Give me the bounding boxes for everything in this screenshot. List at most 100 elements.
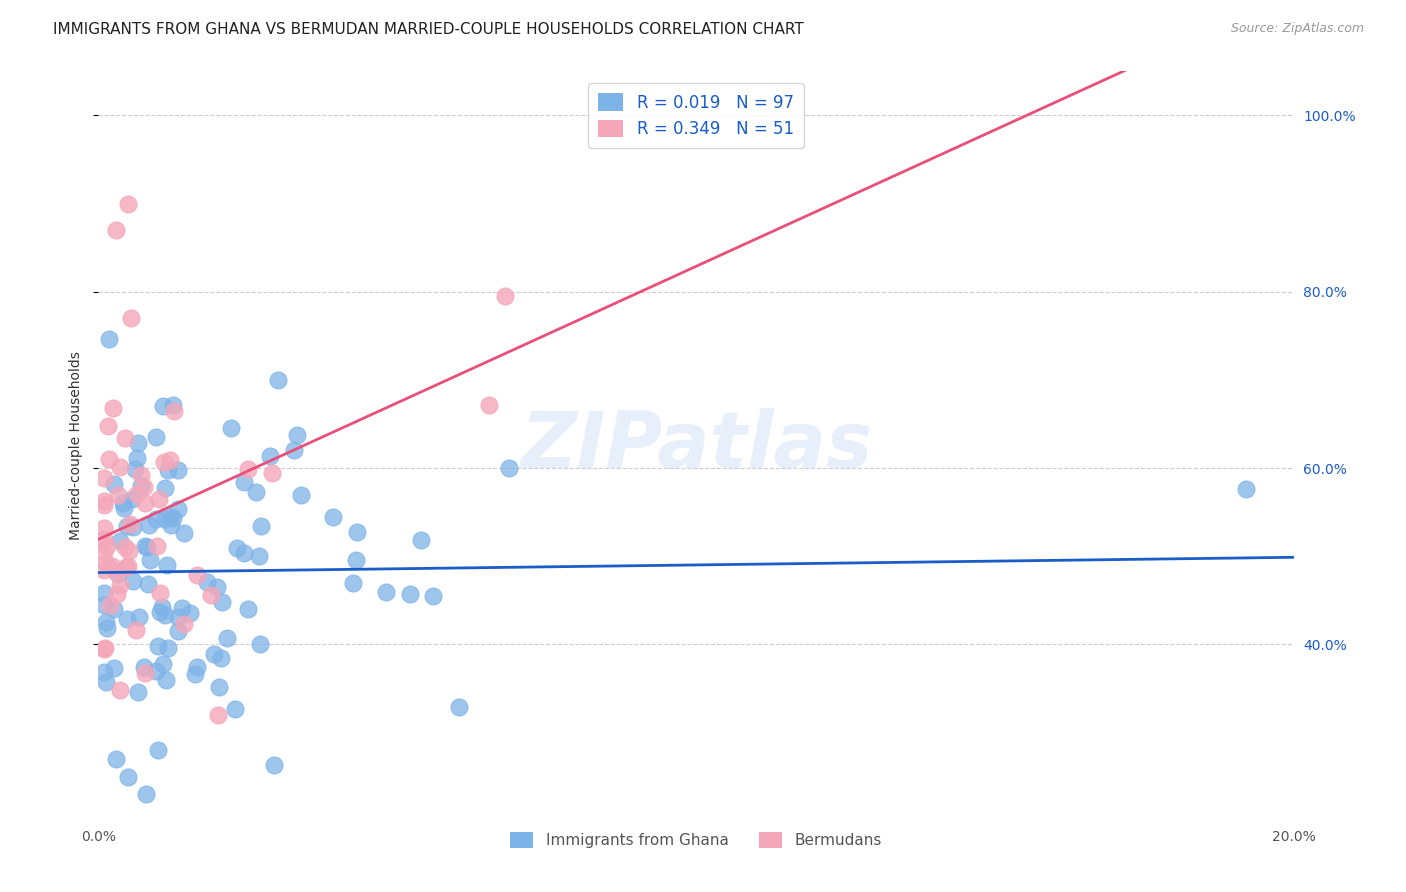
Point [105, 752, 128, 766]
Point [156, 558, 179, 573]
Point [96, 419, 118, 434]
Point [478, 398, 501, 412]
Point [93, 545, 115, 559]
Point [136, 576, 159, 591]
Point [208, 681, 231, 695]
Point [117, 770, 139, 784]
Point [221, 421, 243, 435]
Point [129, 479, 152, 493]
Point [202, 647, 225, 661]
Point [207, 580, 229, 594]
Point [156, 463, 179, 477]
Point [120, 310, 142, 325]
Point [134, 539, 156, 553]
Point [93, 533, 115, 547]
Point [263, 757, 285, 772]
Point [148, 639, 170, 653]
Point [162, 398, 184, 412]
Point [260, 466, 283, 480]
Point [422, 589, 444, 603]
Point [127, 435, 149, 450]
Point [118, 516, 141, 531]
Point [127, 685, 149, 699]
Point [125, 450, 148, 465]
Point [153, 455, 176, 469]
Point [160, 518, 183, 533]
Point [96, 621, 118, 635]
Point [100, 558, 122, 573]
Point [122, 574, 145, 588]
Point [114, 540, 136, 554]
Point [236, 462, 259, 476]
Point [344, 553, 367, 567]
Point [138, 517, 160, 532]
Point [129, 467, 152, 482]
Point [122, 520, 145, 534]
Point [245, 485, 267, 500]
Point [195, 574, 218, 589]
Point [101, 401, 124, 416]
Point [167, 463, 190, 477]
Point [224, 702, 246, 716]
Point [103, 660, 125, 674]
Point [132, 660, 155, 674]
Point [153, 481, 176, 495]
Point [112, 496, 135, 510]
Point [498, 461, 520, 475]
Point [233, 546, 256, 560]
Point [209, 650, 232, 665]
Point [173, 616, 195, 631]
Point [98, 451, 121, 466]
Point [173, 526, 195, 541]
Point [128, 610, 150, 624]
Point [247, 549, 270, 563]
Point [186, 568, 208, 582]
Point [232, 475, 254, 489]
Point [285, 427, 308, 442]
Point [163, 404, 186, 418]
Point [145, 430, 167, 444]
Point [249, 637, 271, 651]
Text: ZIPatlas: ZIPatlas [520, 408, 872, 484]
Point [375, 585, 398, 599]
Point [211, 594, 233, 608]
Point [103, 477, 125, 491]
Point [117, 612, 139, 626]
Point [290, 488, 312, 502]
Point [184, 666, 207, 681]
Point [225, 541, 247, 555]
Point [97, 332, 120, 346]
Point [93, 498, 115, 512]
Point [494, 289, 516, 303]
Point [148, 492, 170, 507]
Point [121, 492, 143, 507]
Point [103, 602, 125, 616]
Legend: Immigrants from Ghana, Bermudans: Immigrants from Ghana, Bermudans [505, 826, 887, 855]
Point [150, 599, 173, 614]
Point [134, 666, 156, 681]
Point [267, 373, 290, 387]
Point [108, 534, 131, 549]
Point [93, 665, 115, 679]
Point [93, 470, 115, 484]
Point [94, 557, 117, 571]
Point [112, 500, 135, 515]
Point [186, 660, 208, 674]
Point [157, 640, 180, 655]
Point [115, 559, 138, 574]
Point [152, 657, 174, 672]
Point [94, 615, 117, 630]
Point [93, 598, 115, 612]
Point [124, 462, 146, 476]
Point [93, 641, 115, 656]
Point [125, 624, 148, 638]
Point [93, 586, 115, 600]
Point [145, 539, 167, 553]
Point [149, 586, 172, 600]
Y-axis label: Married-couple Households: Married-couple Households [69, 351, 83, 541]
Point [107, 488, 129, 502]
Point [135, 787, 157, 801]
Point [283, 443, 305, 458]
Point [159, 510, 181, 524]
Point [125, 487, 148, 501]
